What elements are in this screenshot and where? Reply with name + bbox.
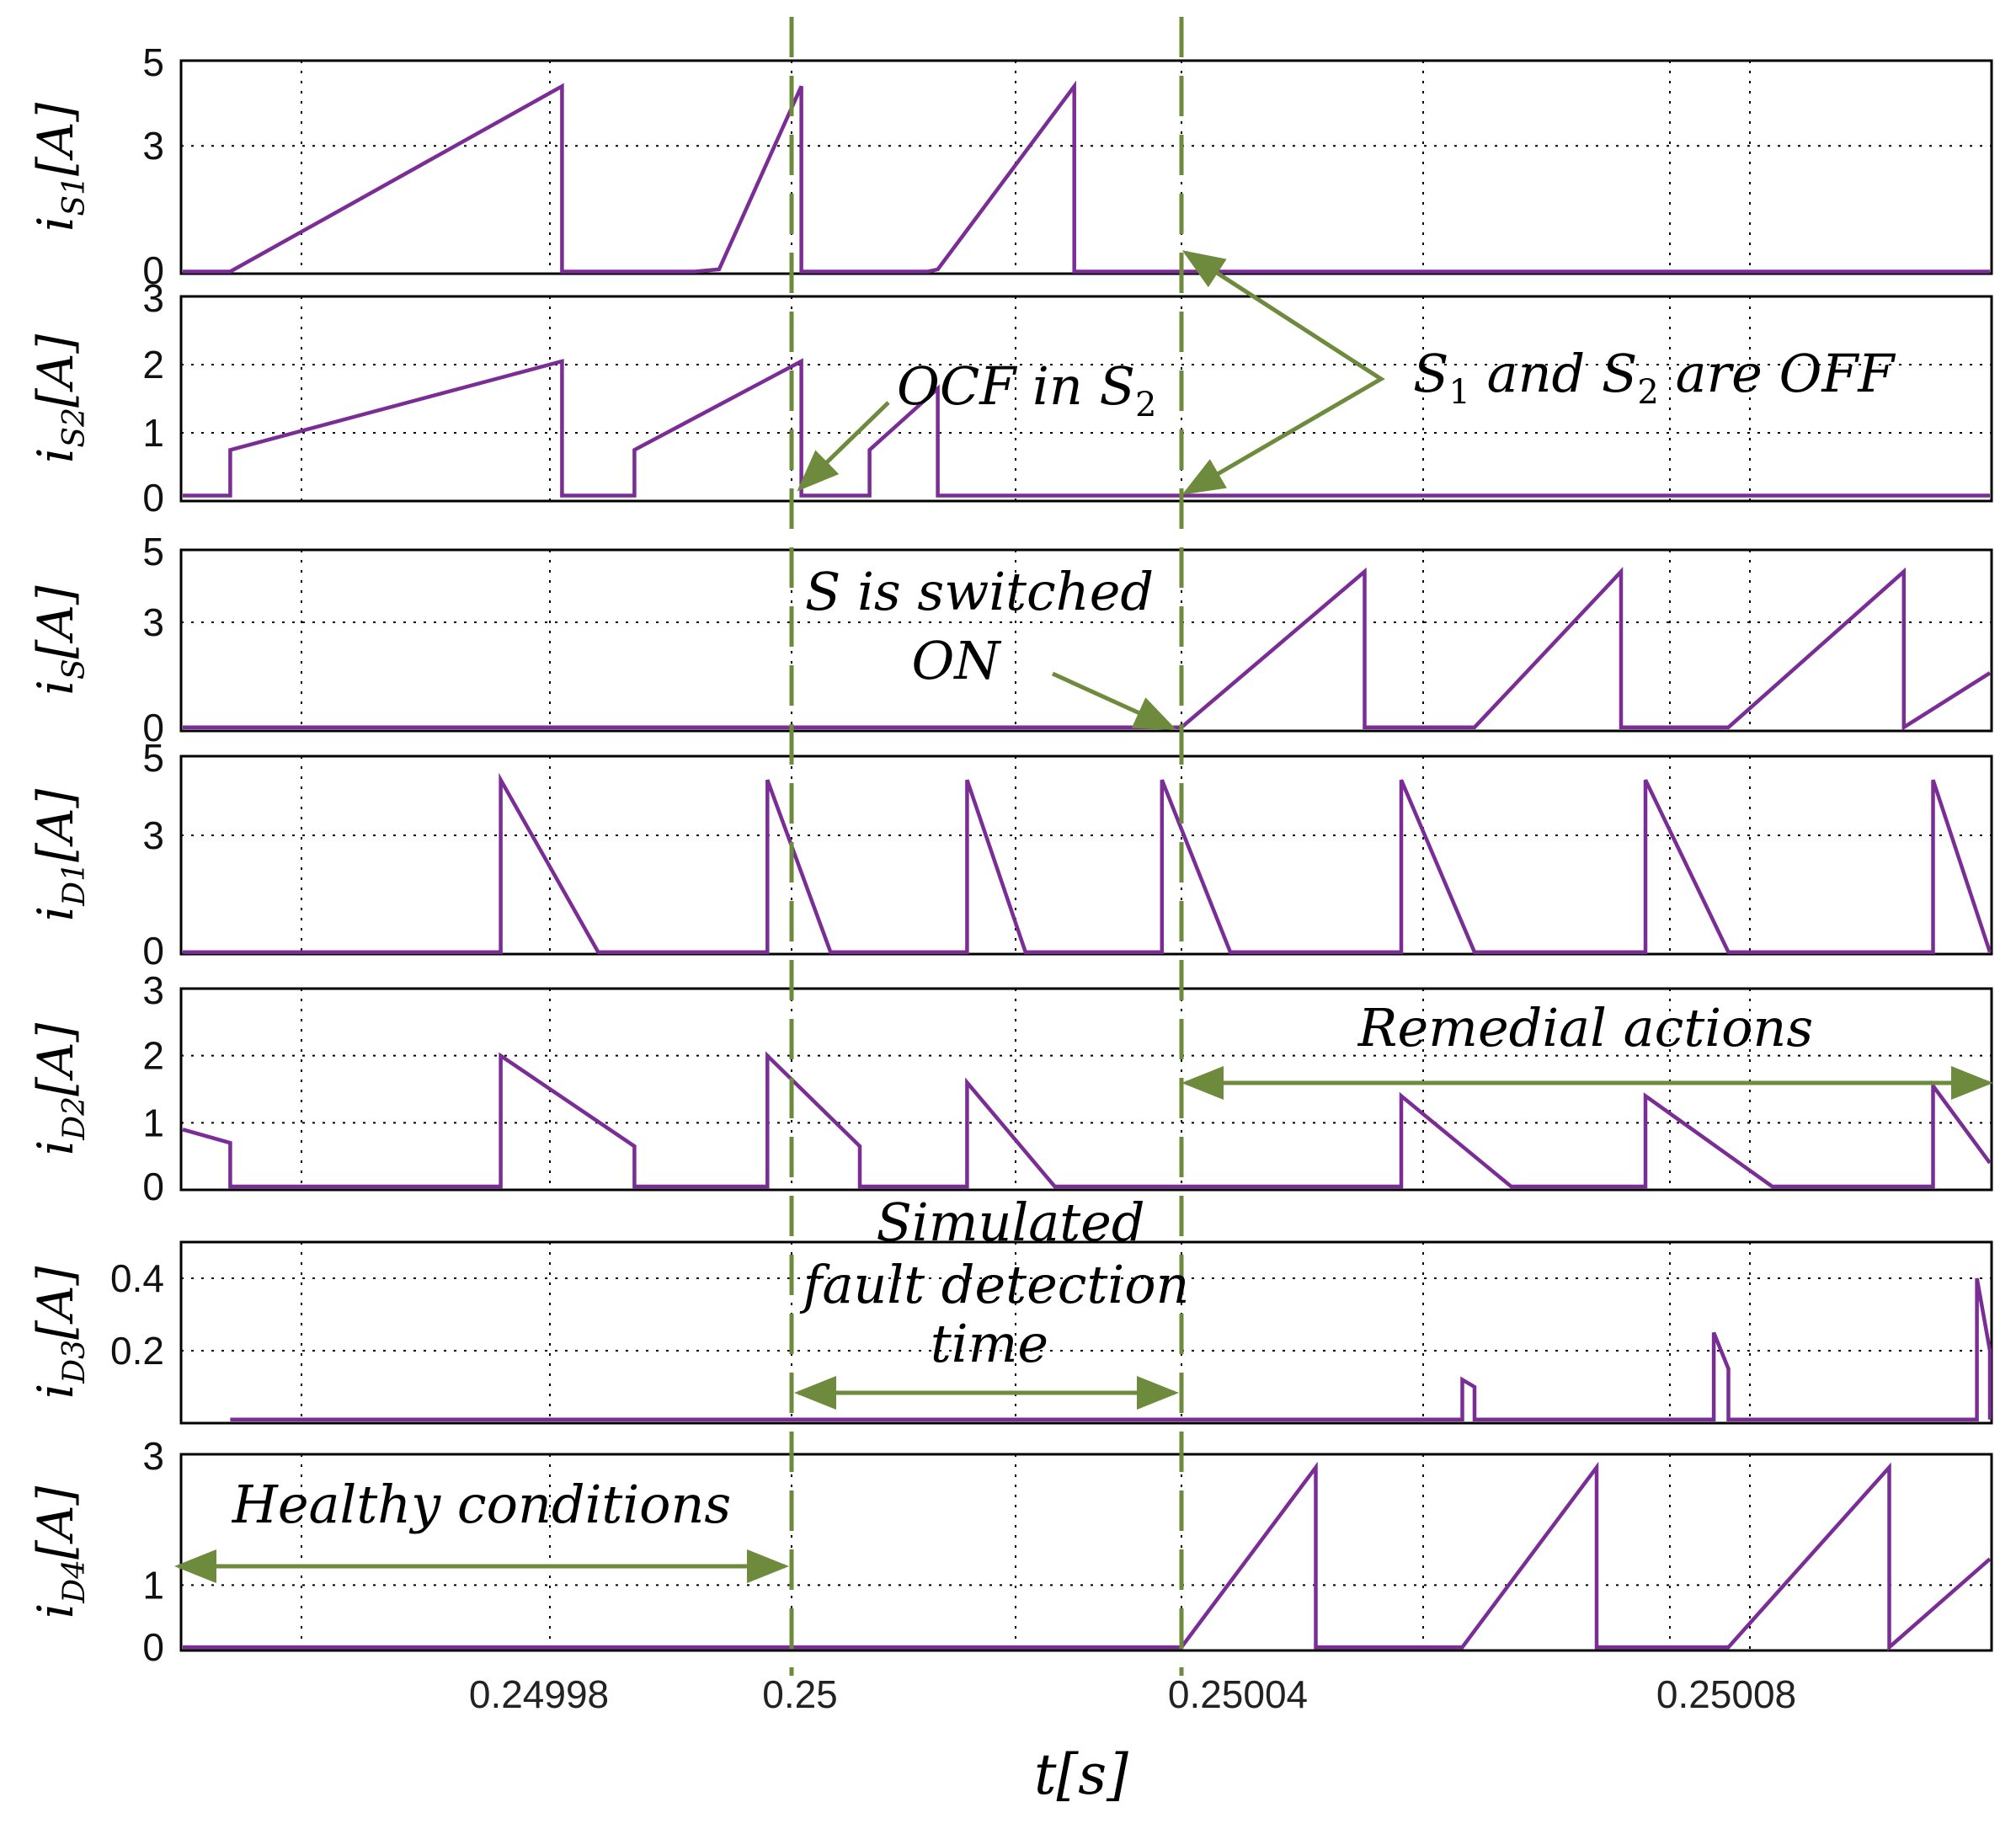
- panel-iD3: 0.4 0.2 iD3[A]: [27, 1240, 1993, 1425]
- ytick-label: 0: [142, 706, 164, 749]
- ytick-label: 0.4: [110, 1256, 164, 1300]
- xtick-label: 0.25004: [1168, 1672, 1308, 1716]
- ytick-label: 3: [142, 124, 164, 168]
- panel-frame: [179, 548, 1993, 733]
- trace-iS1: [183, 80, 1990, 274]
- ytick-label: 5: [142, 40, 164, 84]
- ylabel-iS1: iS1[A]: [27, 102, 92, 232]
- ylabel-iD1: iD1[A]: [27, 788, 92, 921]
- ylabel-iS: iS[A]: [27, 585, 92, 696]
- panel-iD4: 3 1 0 iD4[A]: [27, 1434, 1993, 1669]
- xtick-label: 0.25: [762, 1672, 838, 1716]
- off-arrow: [1181, 250, 1385, 495]
- switched-annotation-line1: S is switched: [805, 561, 1154, 622]
- panel-iS2: 3 2 1 0 iS2[A]: [27, 276, 1993, 520]
- ytick-label: 0: [142, 476, 164, 520]
- ytick-label: 5: [142, 530, 164, 573]
- detection-annotation-line3: time: [931, 1313, 1048, 1374]
- ytick-label: 2: [142, 343, 164, 387]
- off-annotation: S1 and S2 are OFF: [1413, 343, 1896, 412]
- ytick-label: 1: [142, 411, 164, 455]
- trace-iS: [183, 567, 1992, 731]
- panel-frame: [179, 1240, 1993, 1425]
- ytick-label: 1: [142, 1563, 164, 1607]
- ytick-label: 3: [142, 813, 164, 857]
- ytick-label: 0: [142, 1165, 164, 1208]
- trace-iD3: [230, 1277, 1992, 1421]
- healthy-annotation: Healthy conditions: [232, 1474, 731, 1535]
- ylabel-iD4: iD4[A]: [27, 1485, 92, 1618]
- switched-on-arrow: [1051, 671, 1177, 731]
- ytick-label: 0: [142, 929, 164, 973]
- panel-iD1: 5 3 0 iD1[A]: [27, 736, 1993, 973]
- trace-iD1: [183, 772, 1992, 954]
- trace-iD4: [183, 1461, 1992, 1652]
- ytick-label: 0: [142, 248, 164, 292]
- xtick-label: 0.25008: [1656, 1672, 1796, 1716]
- panel-iS1: 5 3 0 iS1[A]: [27, 40, 1993, 292]
- ylabel-iD3: iD3[A]: [27, 1266, 92, 1399]
- x-axis-label: t[s]: [1034, 1742, 1128, 1807]
- panel-frame: [179, 295, 1993, 503]
- panels-group: 530iS1[A]3210iS2[A]530iS[A]530iD1[A]3210…: [27, 40, 1993, 1716]
- ytick-label: 3: [142, 968, 164, 1012]
- remedial-annotation: Remedial actions: [1357, 997, 1813, 1058]
- detection-annotation-line1: Simulated: [876, 1192, 1144, 1253]
- ytick-label: 1: [142, 1101, 164, 1144]
- panel-iS: 5 3 0 iS[A]: [27, 530, 1993, 749]
- panel-frame: [179, 59, 1993, 275]
- ylabel-iS2: iS2[A]: [27, 333, 92, 463]
- xtick-label: 0.24998: [469, 1672, 609, 1716]
- ylabel-iD2: iD2[A]: [27, 1022, 92, 1155]
- ytick-label: 3: [142, 276, 164, 320]
- ocf-arrow: [797, 401, 890, 492]
- ytick-label: 0: [142, 1625, 164, 1669]
- ytick-label: 0.2: [110, 1329, 164, 1373]
- switched-annotation-line2: ON: [911, 630, 1002, 691]
- panel-frame: [179, 755, 1993, 956]
- detection-annotation-line2: fault detection: [799, 1254, 1189, 1315]
- ytick-label: 3: [142, 600, 164, 644]
- ytick-label: 3: [142, 1434, 164, 1478]
- ocf-annotation: OCF in S2: [897, 355, 1156, 424]
- trace-iD2: [182, 1051, 1992, 1189]
- panel-iD2: 3 2 1 0 iD2[A]: [27, 968, 1993, 1208]
- ytick-label: 5: [142, 736, 164, 780]
- trace-iS2: [183, 358, 1990, 498]
- ytick-label: 2: [142, 1034, 164, 1078]
